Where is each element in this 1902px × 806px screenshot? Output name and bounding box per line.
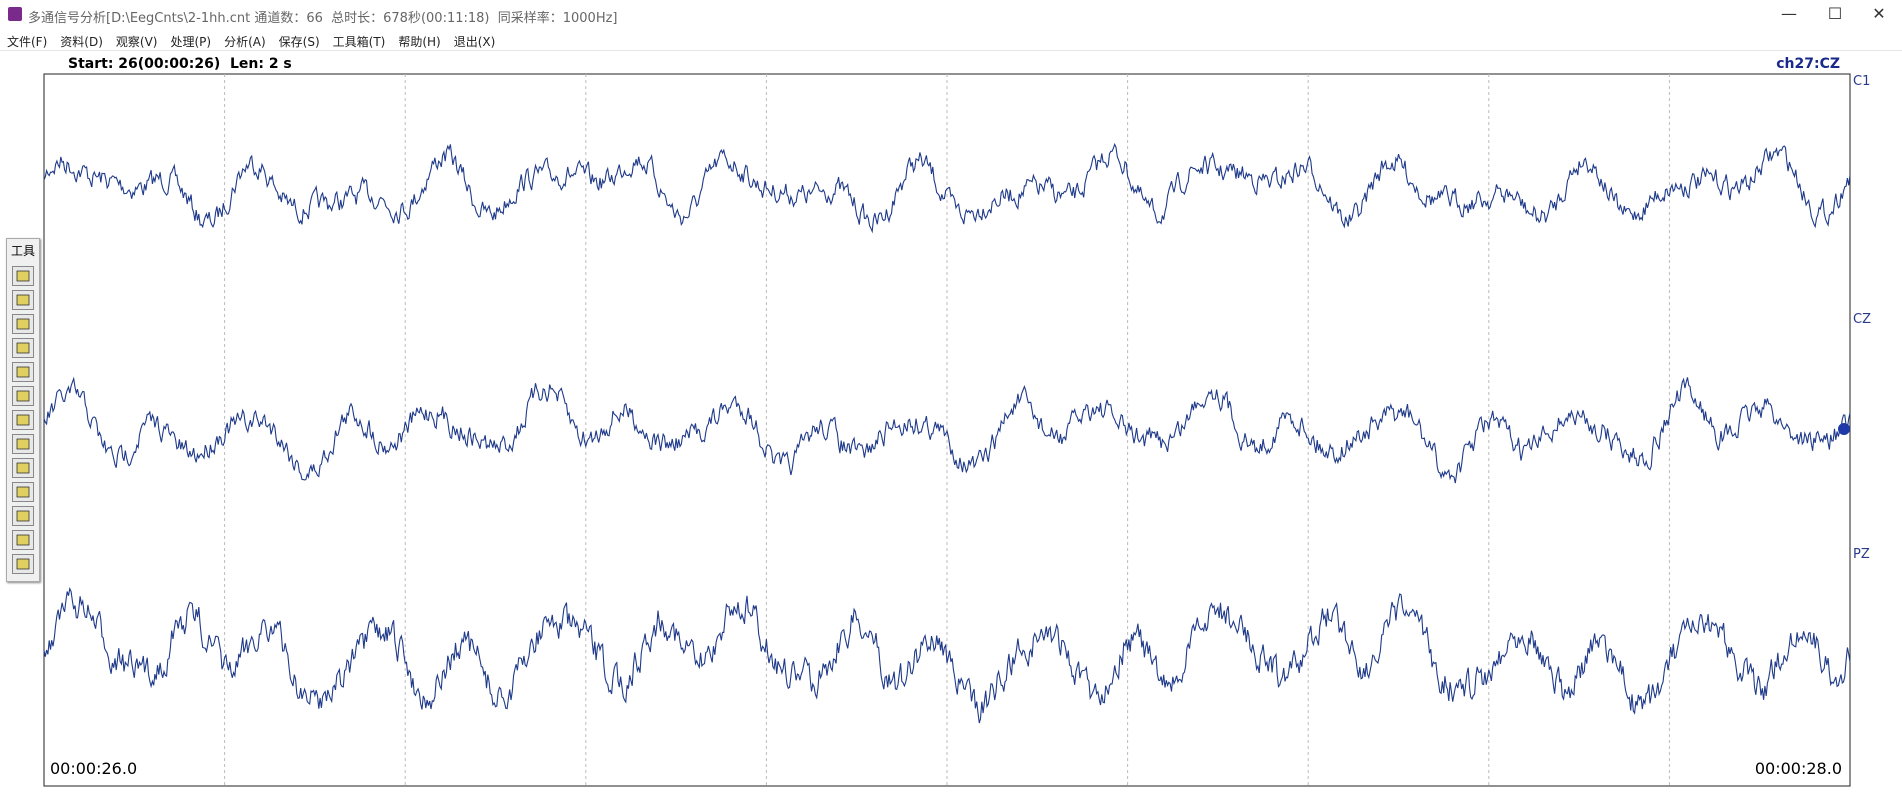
tool-icon xyxy=(16,342,30,354)
maximize-button[interactable]: ☐ xyxy=(1827,4,1843,23)
range-label: Start: 26(00:00:26) Len: 2 s xyxy=(68,56,292,72)
menu-item[interactable]: 退出(X) xyxy=(453,35,496,49)
channel-label: CZ xyxy=(1853,312,1871,327)
menu-item[interactable]: 工具箱(T) xyxy=(332,35,386,49)
eeg-trace xyxy=(43,586,1851,724)
tool-icon xyxy=(16,294,30,306)
tool-icon xyxy=(16,534,30,546)
menu-item[interactable]: 观察(V) xyxy=(115,35,158,49)
minimize-button[interactable]: — xyxy=(1781,4,1797,23)
tool-icon xyxy=(16,486,30,498)
menu-item[interactable]: 处理(P) xyxy=(170,35,212,49)
tool-button[interactable] xyxy=(12,362,34,382)
tool-icon xyxy=(16,366,30,378)
tool-icon xyxy=(16,438,30,450)
eeg-trace xyxy=(43,376,1851,484)
tool-icon xyxy=(16,558,30,570)
tool-button[interactable] xyxy=(12,290,34,310)
tool-icon xyxy=(16,318,30,330)
menu-item[interactable]: 帮助(H) xyxy=(398,35,441,49)
tool-icon xyxy=(16,414,30,426)
tool-button[interactable] xyxy=(12,530,34,550)
time-start: 00:00:26.0 xyxy=(50,759,137,778)
menu-bar: 文件(F) 资料(D) 观察(V) 处理(P) 分析(A) 保存(S) 工具箱(T) 帮助(H… xyxy=(0,30,1902,51)
menu-item[interactable]: 分析(A) xyxy=(224,35,266,49)
toolbar: 工具 xyxy=(6,238,40,582)
menu-item[interactable]: 文件(F) xyxy=(7,35,48,49)
menu-item[interactable]: 保存(S) xyxy=(278,35,320,49)
eeg-trace xyxy=(43,142,1851,234)
tool-button[interactable] xyxy=(12,554,34,574)
menu-item[interactable]: 资料(D) xyxy=(60,35,103,49)
tool-button[interactable] xyxy=(12,506,34,526)
tool-button[interactable] xyxy=(12,386,34,406)
app-icon xyxy=(8,7,22,21)
tool-icon xyxy=(16,462,30,474)
selected-channel: ch27:CZ xyxy=(1776,56,1840,72)
channel-label: C1 xyxy=(1853,74,1870,89)
tool-button[interactable] xyxy=(12,410,34,430)
title-bar: 多通信号分析[D:\EegCnts\2-1hh.cnt 通道数：66 总时长：6… xyxy=(0,0,1902,30)
tool-icon xyxy=(16,390,30,402)
channel-marker xyxy=(1838,423,1850,435)
tool-button[interactable] xyxy=(12,434,34,454)
tool-button[interactable] xyxy=(12,458,34,478)
tool-button[interactable] xyxy=(12,482,34,502)
channel-label: PZ xyxy=(1853,547,1870,562)
tool-button[interactable] xyxy=(12,338,34,358)
time-end: 00:00:28.0 xyxy=(1755,759,1842,778)
tool-button[interactable] xyxy=(12,266,34,286)
close-button[interactable]: ✕ xyxy=(1872,4,1886,23)
window-title: 多通信号分析[D:\EegCnts\2-1hh.cnt 通道数：66 总时长：6… xyxy=(28,11,618,26)
tool-icon xyxy=(16,270,30,282)
tool-icon xyxy=(16,510,30,522)
toolbar-title: 工具 xyxy=(10,244,35,258)
tool-button[interactable] xyxy=(12,314,34,334)
